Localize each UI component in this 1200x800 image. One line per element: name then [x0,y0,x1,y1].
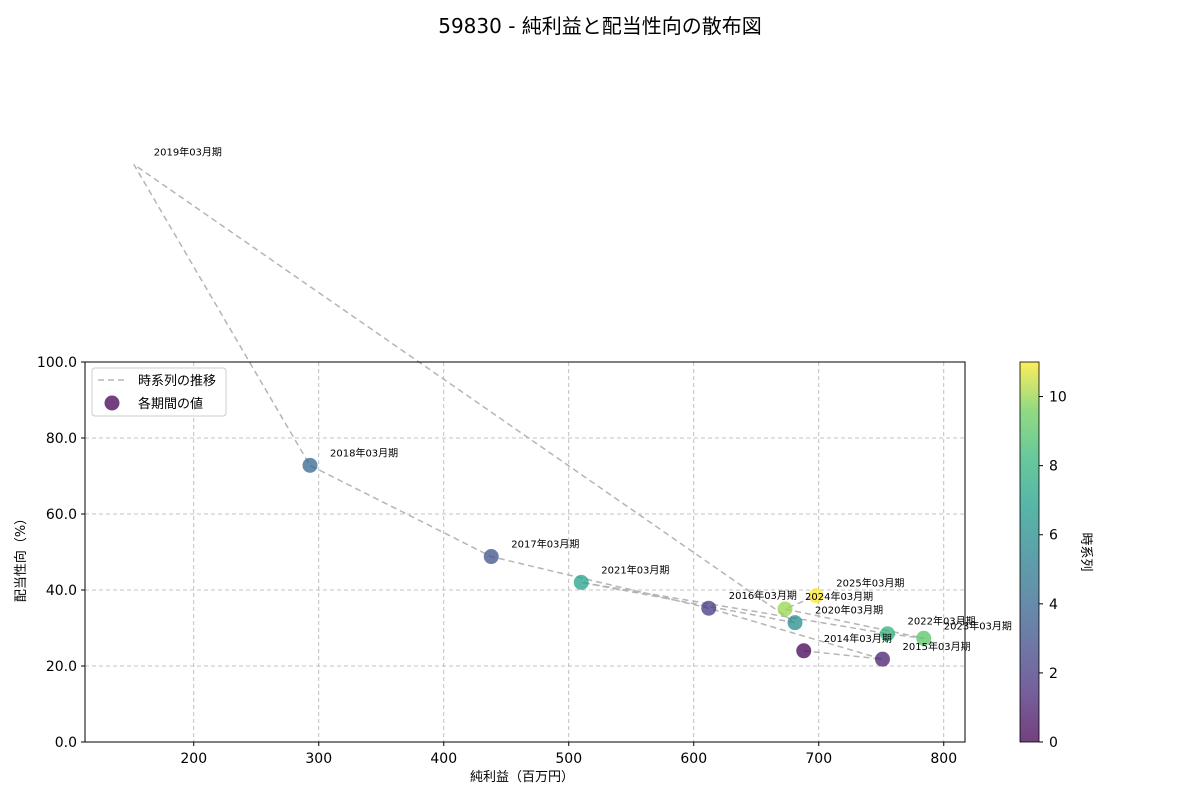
colorbar-ticks: 0 2 4 6 8 10 [1039,390,1067,751]
legend-line-label: 時系列の推移 [138,374,216,389]
legend-marker-label: 各期間の値 [138,396,203,412]
x-tick-label: 300 [305,751,332,767]
data-points [302,457,932,667]
point-label: 2016年03月期 [729,589,797,602]
point-label: 2019年03月期 [154,145,222,158]
data-point [701,600,717,616]
data-point [573,574,589,590]
colorbar-tick-label: 4 [1049,597,1058,613]
trend-line-layer [133,163,924,660]
colorbar-label: 時系列 [1078,532,1093,571]
point-label: 2018年03月期 [330,446,398,459]
y-tick-label: 100.0 [37,355,77,371]
point-label: 2015年03月期 [903,640,971,653]
chart-title: 59830 - 純利益と配当性向の散布図 [438,14,762,38]
x-tick-label: 800 [930,751,957,767]
y-tick-label: 20.0 [46,659,77,675]
x-tick-label: 400 [430,751,457,767]
data-point [483,549,499,565]
data-point [875,651,890,667]
trend-line [133,163,924,660]
point-labels: 2014年03月期 2015年03月期 2016年03月期 2017年03月期 2018… [154,145,1012,653]
x-axis-label: 純利益（百万円） [470,770,574,785]
y-axis-label: 配当性向（%） [13,512,29,602]
data-point [808,588,824,604]
x-tick-label: 200 [180,751,207,767]
x-tick-label: 600 [680,751,707,767]
colorbar-tick-label: 0 [1049,735,1058,751]
y-axis-ticks: 0.0 20.0 40.0 60.0 80.0 100.0 [37,355,85,751]
point-label: 2023年03月期 [944,619,1012,632]
point-label: 2017年03月期 [511,538,579,551]
point-label: 2022年03月期 [908,615,976,628]
legend: 時系列の推移 各期間の値 [91,367,227,417]
point-label: 2025年03月期 [836,577,904,590]
y-tick-label: 40.0 [46,583,77,599]
data-point [796,643,812,659]
legend-box [91,367,227,417]
plot-frame [84,361,966,743]
x-axis-ticks: 200 300 400 500 600 700 800 [180,742,957,767]
data-point [777,601,793,617]
grid [85,361,965,743]
data-point [880,626,895,642]
y-tick-label: 0.0 [55,735,77,751]
data-point [302,457,318,473]
colorbar-tick-label: 10 [1049,390,1067,406]
colorbar: 0 2 4 6 8 10 時系列 [1019,361,1093,751]
colorbar-tick-label: 8 [1049,459,1058,475]
point-label: 2021年03月期 [601,563,669,576]
point-label: 2024年03月期 [805,590,873,603]
colorbar-gradient [1019,361,1040,743]
point-label: 2014年03月期 [824,632,892,645]
point-label: 2020年03月期 [815,604,883,617]
colorbar-tick-label: 2 [1049,666,1058,682]
legend-marker-swatch [104,395,120,411]
x-tick-label: 700 [805,751,832,767]
y-tick-label: 80.0 [46,431,77,447]
data-point [787,615,803,631]
colorbar-tick-label: 6 [1049,528,1058,544]
data-point [916,630,932,646]
x-tick-label: 500 [555,751,582,767]
y-tick-label: 60.0 [46,507,77,523]
